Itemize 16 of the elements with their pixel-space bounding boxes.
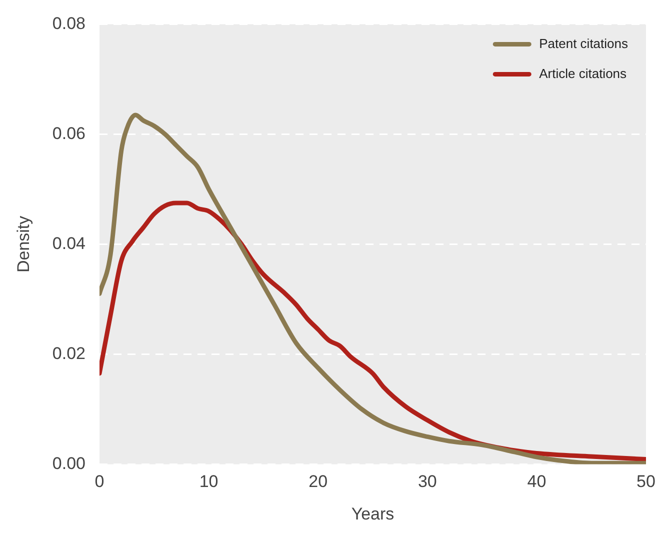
x-tick-label: 0 [94, 472, 104, 492]
y-axis-title: Density [14, 215, 33, 273]
x-tick-label: 10 [199, 472, 218, 492]
x-tick-label: 50 [636, 472, 656, 492]
y-tick-label: 0.06 [52, 124, 86, 143]
y-tick-label: 0.02 [52, 344, 86, 363]
legend-label: Article citations [539, 66, 628, 81]
y-tick-label: 0.04 [52, 234, 86, 253]
x-tick-label: 20 [308, 472, 328, 492]
y-tick-label: 0.08 [52, 14, 86, 33]
x-axis-title: Years [351, 504, 394, 524]
line-series [99, 112, 646, 464]
x-tick-label: 40 [527, 472, 546, 492]
x-tick-label: 30 [418, 472, 437, 492]
y-tick-label: 0.00 [52, 454, 86, 473]
legend-label: Patent citations [539, 36, 628, 51]
